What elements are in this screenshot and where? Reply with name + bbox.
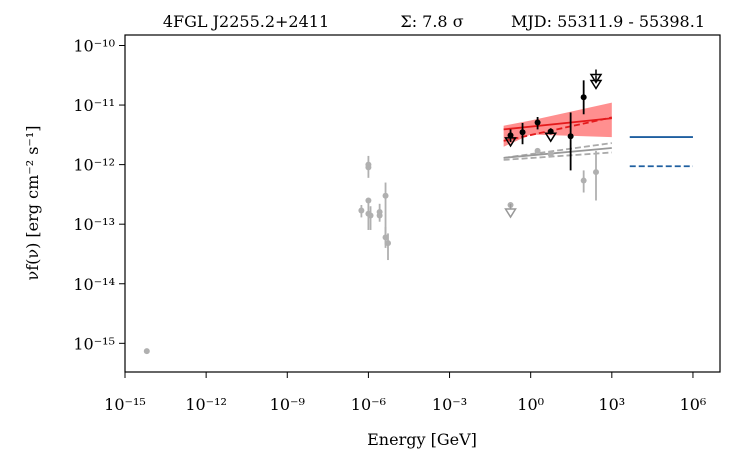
data-point xyxy=(519,129,526,136)
x-tick-label: 10⁰ xyxy=(517,395,544,414)
x-tick-label: 10⁶ xyxy=(680,395,707,414)
data-point xyxy=(547,151,554,158)
data-point xyxy=(567,133,574,140)
y-tick-label: 10⁻¹⁵ xyxy=(73,334,115,353)
data-point xyxy=(534,119,541,126)
x-tick-label: 10³ xyxy=(598,395,625,414)
annotation: MJD: 55311.9 - 55398.1 xyxy=(511,12,705,31)
x-tick-label: 10⁻³ xyxy=(432,395,467,414)
data-point xyxy=(376,212,383,219)
data-point xyxy=(358,207,365,214)
data-point xyxy=(382,192,389,199)
data-point xyxy=(534,147,541,154)
y-tick-label: 10⁻¹⁰ xyxy=(73,36,115,55)
data-point xyxy=(592,169,599,176)
y-tick-label: 10⁻¹² xyxy=(73,156,115,175)
plot-frame xyxy=(124,34,721,373)
annotation: Σ: 7.8 σ xyxy=(400,12,463,31)
model-line xyxy=(503,147,612,159)
upper-limit xyxy=(589,69,603,84)
upper-limit xyxy=(504,132,517,148)
model-line xyxy=(503,151,612,161)
y-axis-label: νf(ν) [erg cm⁻² s⁻¹] xyxy=(23,125,42,280)
data-point xyxy=(367,212,374,219)
data-point xyxy=(365,164,372,171)
data-point xyxy=(580,177,587,184)
y-tick-label: 10⁻¹⁴ xyxy=(73,275,115,294)
data-point xyxy=(143,348,150,355)
data-point xyxy=(365,197,372,204)
upper-limit xyxy=(589,75,603,90)
upper-limit xyxy=(544,128,558,143)
data-point xyxy=(580,94,587,101)
data-point xyxy=(382,234,389,241)
y-tick-label: 10⁻¹³ xyxy=(73,215,115,234)
y-tick-label: 10⁻¹¹ xyxy=(73,96,115,115)
chart-title: 4FGL J2255.2+2411 xyxy=(163,12,329,31)
x-axis-label: Energy [GeV] xyxy=(367,430,477,449)
x-tick-label: 10⁻⁹ xyxy=(270,395,306,414)
x-tick-label: 10⁻¹² xyxy=(185,395,227,414)
x-tick-label: 10⁻¹⁵ xyxy=(104,395,146,414)
data-point xyxy=(384,240,391,247)
x-tick-label: 10⁻⁶ xyxy=(351,395,386,414)
upper-limit xyxy=(504,204,517,219)
